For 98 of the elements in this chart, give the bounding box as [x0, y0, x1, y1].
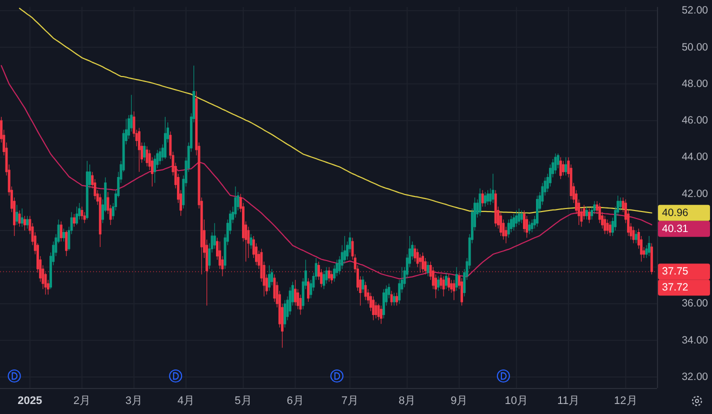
candlestick [634, 230, 638, 244]
y-tick-label: 50.00 [682, 41, 708, 54]
candlestick [213, 222, 216, 250]
candlestick [494, 190, 497, 228]
candlestick [268, 264, 270, 292]
candlestick [478, 188, 482, 216]
candlestick [250, 234, 252, 250]
candlestick [330, 270, 333, 284]
candlestick [604, 216, 606, 234]
x-tick-label: 3月 [125, 395, 143, 407]
candlestick [396, 292, 398, 306]
x-tick-label: 2月 [73, 395, 91, 407]
candlestick [390, 290, 393, 306]
candlestick [559, 156, 562, 180]
candlestick [380, 305, 382, 324]
candlestick [65, 230, 68, 256]
data-label: 40.31 [662, 222, 688, 235]
x-tick-label: 7月 [341, 395, 358, 407]
candlestick [481, 190, 484, 207]
candlestick [437, 276, 440, 292]
y-tick-label: 32.00 [682, 371, 708, 384]
x-tick-label: 11月 [557, 395, 580, 407]
candlestick [377, 303, 380, 321]
x-tick-label: 12月 [614, 395, 638, 407]
text: 37.72 [662, 282, 688, 294]
candlestick [158, 148, 162, 165]
candlestick [444, 272, 448, 290]
candlestick [606, 219, 609, 234]
candlestick [515, 210, 518, 228]
candlestick [530, 219, 534, 233]
candlestick [322, 270, 326, 290]
x-tick-label: 4月 [177, 395, 195, 407]
candlestick [486, 190, 490, 206]
candlestick [23, 216, 26, 231]
candlestick [648, 236, 650, 256]
y-tick-label: 52.00 [682, 4, 708, 17]
candlestick [26, 216, 29, 229]
y-tick-label: 42.00 [682, 188, 708, 200]
candlestick [328, 266, 330, 282]
x-tick-label: 2025 [18, 395, 42, 407]
candlestick [18, 210, 21, 228]
candlestick [518, 208, 520, 226]
candlestick [362, 276, 364, 294]
candlestick [448, 274, 450, 292]
y-tick-label: 34.00 [682, 334, 708, 346]
x-tick-label: 9月 [450, 395, 468, 407]
candlestick [650, 242, 653, 275]
candlestick [20, 208, 24, 228]
candlestick [442, 276, 445, 297]
candlestick [80, 206, 84, 220]
x-tick-label: 10月 [504, 395, 528, 407]
candlestick [76, 206, 78, 226]
candlestick [294, 280, 297, 306]
y-tick-label: 48.00 [682, 78, 708, 90]
line-series [18, 8, 652, 214]
candlestick [588, 208, 590, 224]
data-label: 40.96 [662, 206, 688, 219]
candlestick [98, 194, 102, 248]
candlestick [520, 210, 523, 224]
candlestick [536, 195, 538, 228]
candlestick [307, 278, 310, 302]
candlestick [492, 173, 494, 204]
candlestick [528, 221, 531, 234]
candlestick [484, 192, 486, 207]
candlestick [16, 204, 18, 226]
candlestick [455, 266, 458, 292]
candlestick [507, 219, 510, 238]
candlestick [512, 214, 516, 231]
candlestick [632, 226, 635, 244]
candlestick [426, 261, 430, 277]
candlestick [562, 160, 564, 176]
x-tick-label: 8月 [398, 395, 416, 407]
ref-line-label: 37.75 [662, 266, 688, 278]
candlestick [364, 281, 367, 300]
candlestick [608, 221, 612, 236]
candlestick [86, 160, 88, 220]
candlestick [564, 156, 568, 176]
line-series [0, 65, 652, 280]
candlestick [143, 142, 146, 162]
candlestick [554, 153, 557, 174]
x-tick-label: 6月 [286, 395, 304, 407]
candlestick [392, 292, 396, 306]
candlestick [164, 116, 166, 160]
candlestick [62, 228, 65, 242]
y-tick-label: 46.00 [682, 114, 708, 127]
y-tick-label: 44.00 [682, 151, 708, 164]
candlestick [284, 300, 286, 328]
candlestick [452, 280, 456, 300]
candlestick [422, 252, 424, 273]
candlestick [138, 128, 140, 172]
candlestick [382, 288, 385, 319]
candlestick [72, 214, 76, 228]
candlestick [585, 206, 588, 220]
candlestick [146, 146, 148, 167]
candlestick [372, 296, 375, 321]
candlestick [60, 221, 62, 242]
x-tick-label: 5月 [234, 395, 252, 407]
y-tick-label: 36.00 [682, 298, 708, 310]
